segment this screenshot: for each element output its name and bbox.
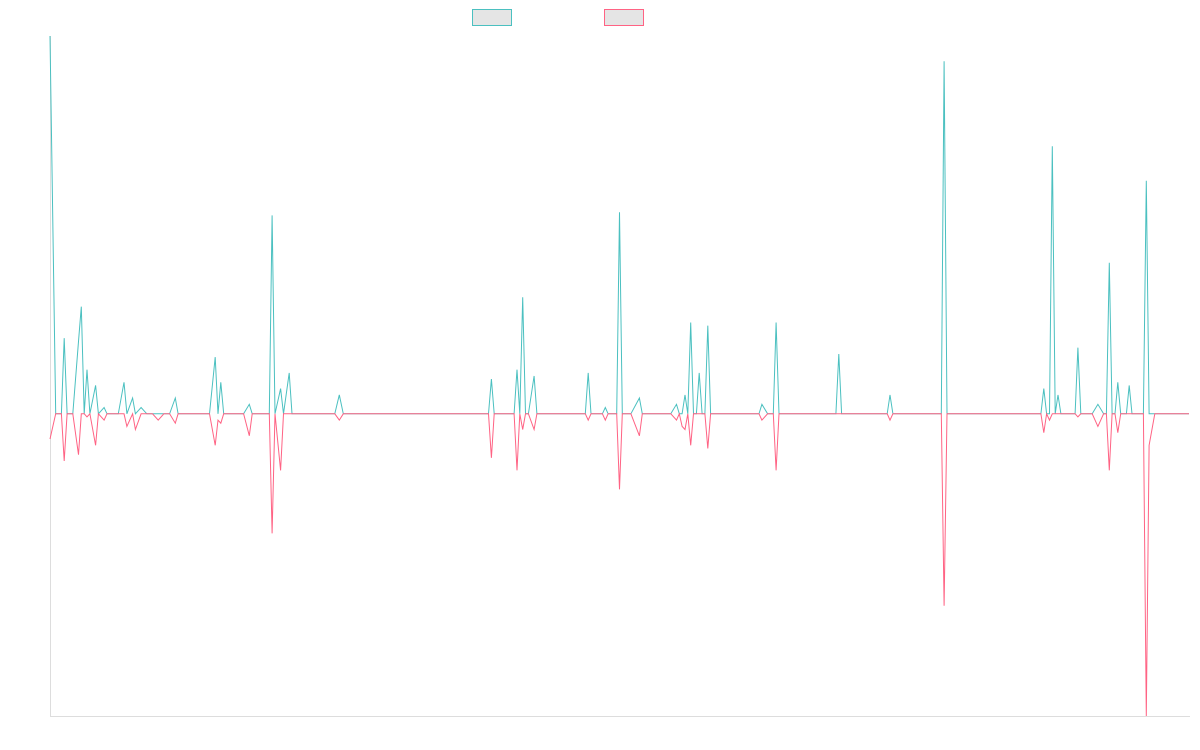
legend-swatch-series-0[interactable] — [472, 9, 512, 26]
legend-swatch-series-1[interactable] — [604, 9, 644, 26]
legend — [472, 9, 644, 26]
series-0-line — [49, 35, 1189, 415]
series-1 — [49, 412, 1189, 717]
axes — [50, 36, 1190, 717]
series-layer — [49, 35, 1189, 717]
series-1-line — [49, 412, 1189, 717]
series-0 — [49, 35, 1189, 415]
